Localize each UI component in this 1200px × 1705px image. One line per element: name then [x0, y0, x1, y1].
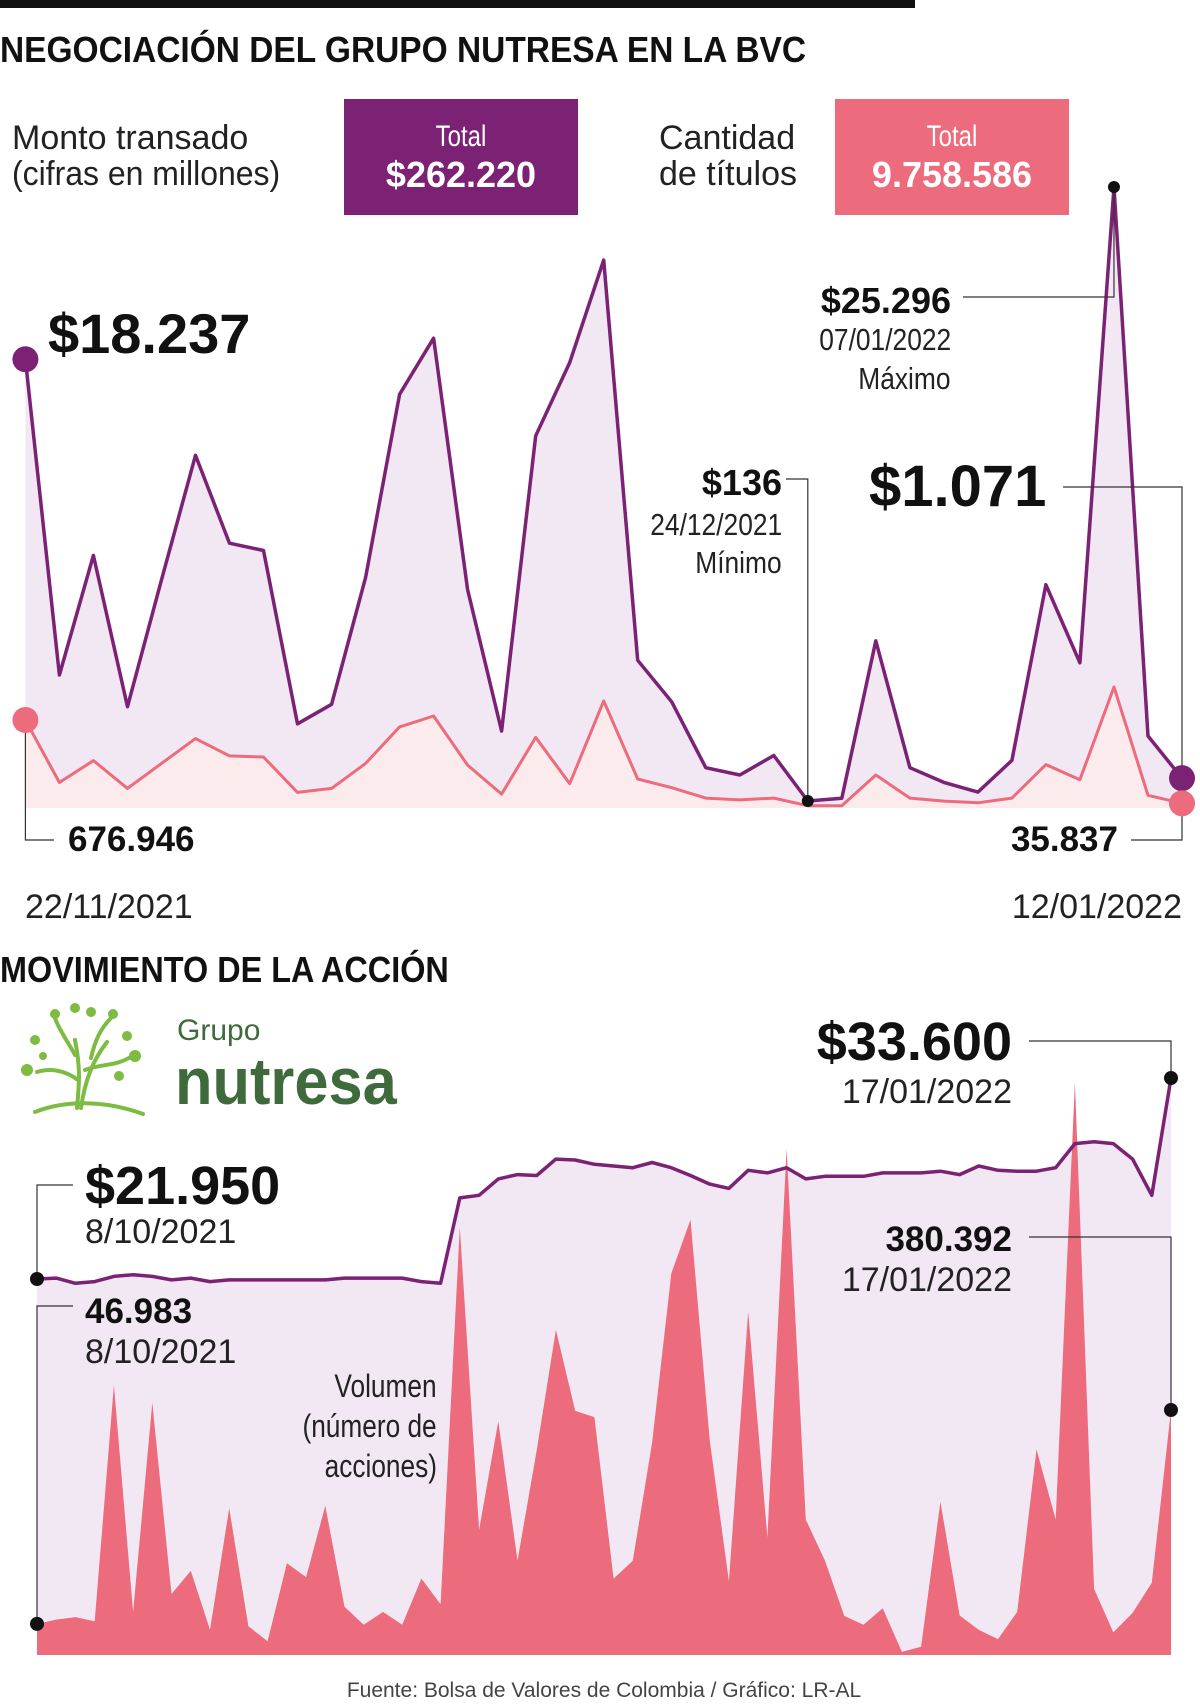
first-volume-date: 8/10/2021 [85, 1333, 237, 1371]
page-title: NEGOCIACIÓN DEL GRUPO NUTRESA EN LA BVC [0, 29, 807, 70]
volume-series-label-3: acciones) [324, 1448, 437, 1484]
leader-line [1029, 1236, 1172, 1410]
leader-line [786, 478, 809, 801]
first-monto-marker [12, 346, 39, 373]
first-cantidad-marker [12, 707, 39, 733]
monto-total-box: Total $262.220 [344, 99, 578, 215]
cantidad-total-value: 9.758.586 [871, 154, 1033, 195]
leader-line [1029, 1040, 1172, 1078]
tree-icon [21, 1003, 145, 1116]
cantidad-total-label: Total [926, 120, 978, 153]
logo-grupo-text: Grupo [177, 1014, 261, 1047]
cantidad-legend-line1: Cantidad [659, 119, 796, 157]
leader-line [24, 720, 54, 841]
last-monto-label: $1.071 [869, 454, 1047, 519]
leader-line [36, 1305, 73, 1624]
last-cantidad-label: 35.837 [1010, 820, 1118, 859]
leader-line [36, 1184, 73, 1279]
last-volume-label: 380.392 [885, 1220, 1012, 1259]
cantidad-legend-line2: de títulos [659, 155, 797, 193]
monto-total-value: $262.220 [385, 154, 537, 195]
top-rule [0, 0, 915, 8]
leader-line [1063, 486, 1183, 779]
max-date-label: 07/01/2022 [819, 322, 951, 357]
monto-total-label: Total [435, 120, 487, 153]
last-monto-marker [1169, 765, 1195, 792]
min-date-label: 24/12/2021 [650, 507, 782, 542]
leader-line [963, 187, 1115, 298]
source-note: Fuente: Bolsa de Valores de Colombia / G… [346, 1679, 862, 1702]
first-volume-marker [30, 1616, 44, 1631]
volume-series-label-2: (número de [302, 1408, 437, 1444]
min-value-label: $136 [701, 462, 782, 503]
cantidad-area [25, 687, 1182, 808]
first-cantidad-label: 676.946 [68, 820, 195, 859]
volume-series-label-1: Volumen [334, 1368, 437, 1404]
first-monto-label: $18.237 [48, 302, 251, 365]
first-volume-label: 46.983 [85, 1292, 193, 1331]
first-price-marker [30, 1272, 44, 1286]
price-line [36, 1077, 1173, 1286]
max-point-marker [1107, 181, 1120, 193]
last-cantidad-marker [1169, 790, 1195, 817]
max-caption: Máximo [858, 361, 951, 396]
cantidad-total-box: Total 9.758.586 [835, 99, 1069, 215]
price-area [37, 1078, 1171, 1655]
first-price-label: $21.950 [85, 1156, 281, 1216]
min-caption: Mínimo [695, 545, 782, 580]
nutresa-logo: Grupo nutresa [15, 1000, 435, 1118]
logo-nutresa-text: nutresa [175, 1044, 397, 1118]
last-price-date: 17/01/2022 [841, 1073, 1012, 1111]
monto-legend-line1: Monto transado [12, 119, 249, 157]
cantidad-line [24, 685, 1183, 808]
last-volume-date: 17/01/2022 [841, 1261, 1012, 1299]
monto-area [25, 187, 1182, 808]
x-end-date: 12/01/2022 [1011, 888, 1182, 926]
min-point-marker [801, 795, 814, 807]
monto-line [23, 185, 1184, 803]
last-volume-marker [1164, 1403, 1178, 1417]
volume-area [37, 1082, 1171, 1655]
first-price-date: 8/10/2021 [85, 1213, 237, 1251]
last-price-marker [1164, 1071, 1178, 1085]
x-start-date: 22/11/2021 [25, 888, 193, 926]
section-title-movimiento: MOVIMIENTO DE LA ACCIÓN [0, 949, 449, 990]
last-price-label: $33.600 [816, 1012, 1012, 1072]
max-value-label: $25.296 [820, 280, 951, 321]
monto-legend-line2: (cifras en millones) [12, 155, 281, 193]
